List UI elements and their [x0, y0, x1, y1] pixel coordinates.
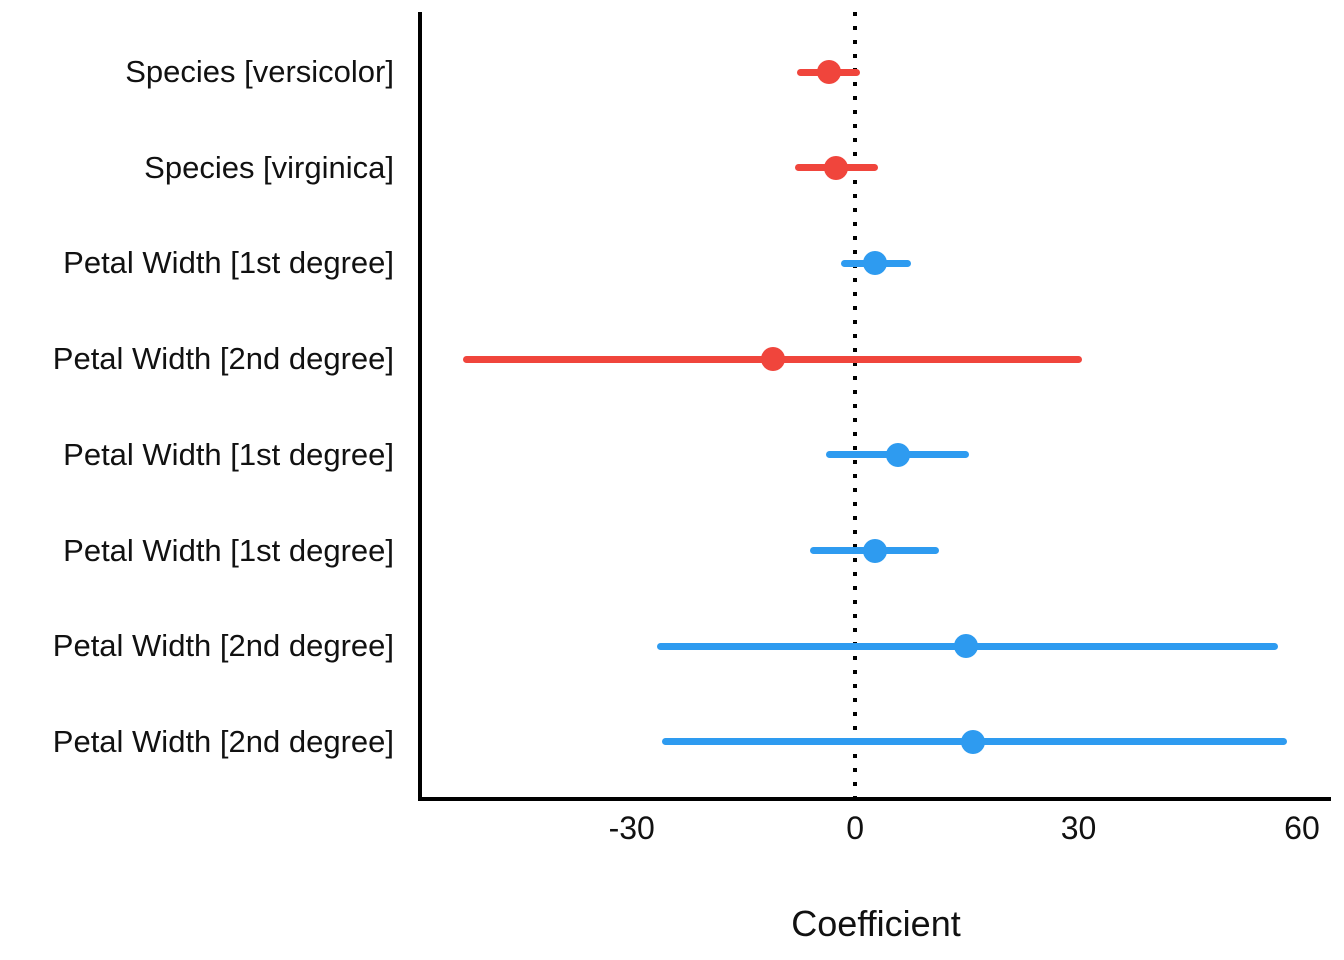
- x-axis-title: Coefficient: [791, 903, 961, 944]
- estimate-point-marker: [817, 60, 842, 84]
- category-label: Species [virginica]: [144, 149, 394, 185]
- category-label: Petal Width [1st degree]: [63, 532, 394, 568]
- x-tick-label: 0: [846, 810, 865, 846]
- x-tick-label: 30: [1060, 810, 1097, 846]
- axes-frame: [418, 12, 1331, 801]
- category-label: Species [versicolor]: [125, 54, 394, 89]
- x-tick-label: 60: [1284, 810, 1320, 846]
- estimate-point-marker: [885, 442, 910, 467]
- estimate-point-marker: [960, 729, 985, 754]
- category-label: Petal Width [2nd degree]: [52, 341, 394, 377]
- estimate-point-marker: [761, 347, 786, 372]
- estimate-point-marker: [862, 538, 887, 563]
- estimate-point-marker: [954, 634, 979, 659]
- estimate-point-marker: [823, 155, 848, 180]
- category-label: Petal Width [1st degree]: [63, 245, 394, 281]
- estimate-point-marker: [863, 251, 888, 276]
- zero-reference-line: [853, 12, 858, 797]
- category-label: Petal Width [2nd degree]: [52, 628, 394, 664]
- category-label: Petal Width [1st degree]: [63, 436, 394, 472]
- category-label: Petal Width [2nd degree]: [52, 723, 394, 759]
- x-tick-label: -30: [608, 810, 655, 846]
